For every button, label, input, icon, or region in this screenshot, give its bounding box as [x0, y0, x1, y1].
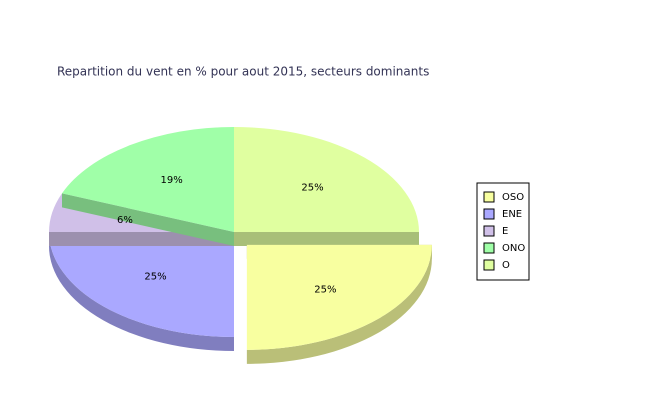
legend-swatch — [483, 259, 495, 271]
legend-swatch — [483, 242, 495, 254]
data-label: 19% — [160, 175, 182, 186]
legend-label: O — [502, 260, 510, 271]
data-label: 6% — [117, 215, 133, 226]
data-label: 25% — [144, 272, 166, 283]
legend-label: OSO — [502, 192, 524, 203]
slice — [234, 127, 419, 232]
slice — [246, 244, 432, 350]
slice — [61, 127, 234, 232]
slice-face — [61, 193, 234, 246]
legend-label: ENE — [502, 209, 522, 220]
legend-swatch — [483, 208, 495, 220]
data-label: 25% — [301, 182, 323, 193]
chart-title: Repartition du vent en % pour aout 2015,… — [57, 65, 429, 79]
legend-swatch — [483, 191, 495, 203]
slice — [49, 232, 234, 337]
legend-label: E — [502, 226, 508, 237]
slice-face — [234, 232, 419, 246]
legend-swatch — [483, 225, 495, 237]
legend-label: ONO — [502, 243, 525, 254]
slice-side — [246, 244, 432, 364]
data-label: 25% — [314, 284, 336, 295]
slice-side — [49, 232, 234, 351]
